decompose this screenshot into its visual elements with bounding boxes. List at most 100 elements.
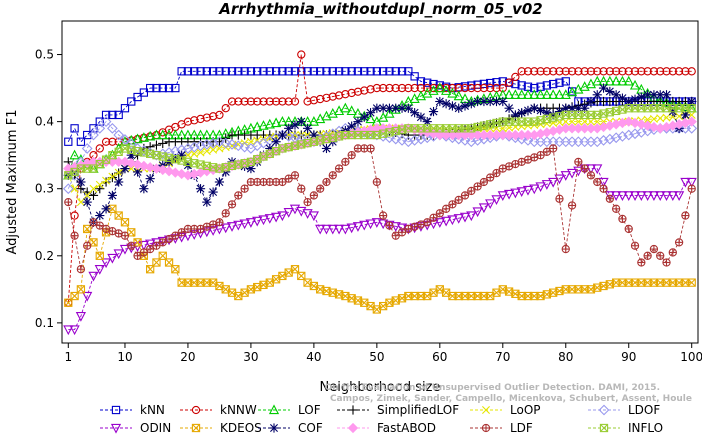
data-point-kdeos (76, 285, 86, 294)
data-point-ldof (522, 135, 534, 146)
data-point-knnw (215, 110, 224, 120)
data-point-knn (404, 67, 413, 76)
data-point-loop (687, 110, 696, 119)
data-point-ldf (599, 184, 608, 193)
data-point-loop (662, 113, 671, 122)
data-point-odin (673, 191, 685, 201)
data-point-knnw (391, 83, 400, 93)
data-point-knn (271, 67, 281, 76)
data-point-ldf (549, 144, 558, 153)
data-point-knn (517, 81, 526, 90)
data-point-odin (459, 212, 471, 223)
data-point-knnw (586, 67, 596, 76)
data-point-knnw (668, 67, 677, 76)
data-point-knn (221, 67, 230, 76)
data-point-knn (146, 83, 155, 93)
legend-swatch-marker (348, 405, 358, 415)
data-point-ldof (465, 136, 477, 148)
data-point-ldf (303, 197, 312, 207)
data-point-knnw (523, 67, 533, 76)
y-axis: 0.1 0.2 0.3 0.4 0.5 (35, 48, 62, 330)
data-point-odin (491, 195, 502, 206)
data-point-knnw (637, 67, 646, 76)
data-point-ldof (604, 133, 616, 145)
data-point-cof (630, 94, 640, 104)
data-point-ldof (396, 135, 408, 146)
data-point-odin (617, 191, 628, 201)
data-point-loop (76, 198, 85, 207)
legend-item-odin: ODIN (100, 421, 171, 434)
data-point-knn (297, 67, 306, 76)
y-tick-label: 0.3 (35, 182, 54, 196)
data-point-ldf (656, 251, 665, 260)
data-point-knnw (486, 83, 495, 93)
data-point-ldf (139, 248, 149, 257)
data-point-odin (327, 224, 338, 235)
legend-label: LDOF (628, 403, 660, 417)
data-point-ldf (681, 211, 690, 220)
data-point-knnw (227, 97, 237, 106)
data-point-kdeos (171, 265, 180, 274)
data-point-ldf (152, 241, 161, 250)
data-point-knnw (316, 94, 325, 104)
data-point-lof (138, 132, 149, 142)
data-point-knnw (208, 112, 218, 121)
data-point-loop (215, 144, 224, 153)
data-point-cof (661, 90, 672, 100)
data-point-knn (158, 83, 167, 93)
data-point-inflo (687, 104, 696, 113)
data-point-knnw (353, 87, 363, 96)
data-point-cof (586, 96, 596, 107)
data-point-loop (190, 149, 199, 158)
data-point-odin (548, 177, 559, 188)
data-point-ldof (188, 141, 200, 153)
data-point-ldof (232, 140, 244, 152)
data-point-lof (516, 89, 527, 99)
data-point-ldf (605, 194, 614, 203)
legend-label: ODIN (140, 421, 171, 434)
data-point-cof (592, 90, 602, 100)
data-point-ldf (649, 244, 659, 254)
data-point-ldof (629, 128, 641, 140)
data-point-loop (127, 164, 136, 173)
data-point-knnw (467, 83, 476, 93)
legend-swatch-marker (481, 423, 491, 433)
data-point-knnw (108, 137, 117, 146)
data-point-kdeos (95, 251, 104, 260)
data-point-lof (447, 87, 458, 98)
data-point-ldf (486, 173, 495, 182)
data-point-ldf (347, 151, 356, 160)
data-point-odin (472, 207, 483, 218)
data-point-knn (391, 67, 400, 76)
data-point-lof (592, 75, 603, 86)
data-point-kdeos (158, 251, 167, 260)
data-point-knnw (240, 97, 249, 106)
data-point-knn (347, 67, 356, 76)
data-point-ldf (341, 157, 350, 167)
data-point-cof (636, 92, 646, 102)
data-point-ldof (207, 137, 219, 149)
data-point-knnw (265, 97, 274, 106)
data-point-lof (365, 113, 376, 124)
data-point-knn (240, 67, 249, 76)
data-point-ldof (610, 132, 622, 144)
data-point-knnw (517, 67, 526, 76)
data-point-loop (568, 117, 577, 126)
data-point-ldf (290, 171, 300, 180)
data-point-lof (554, 89, 565, 99)
data-point-kdeos (114, 211, 123, 220)
data-point-knnw (101, 137, 111, 146)
legend-item-cof: COF (258, 421, 323, 434)
data-point-ldf (221, 209, 230, 218)
data-point-lof (541, 89, 552, 99)
data-point-cof (120, 163, 130, 174)
data-point-lof (623, 75, 634, 86)
data-point-odin (302, 209, 313, 219)
legend-item-lof: LOF (258, 403, 321, 417)
data-point-knnw (498, 83, 507, 93)
data-point-ldf (366, 144, 375, 153)
data-point-ldf (643, 251, 652, 260)
legend-item-knn: kNN (100, 403, 165, 417)
data-point-lof (535, 89, 546, 99)
